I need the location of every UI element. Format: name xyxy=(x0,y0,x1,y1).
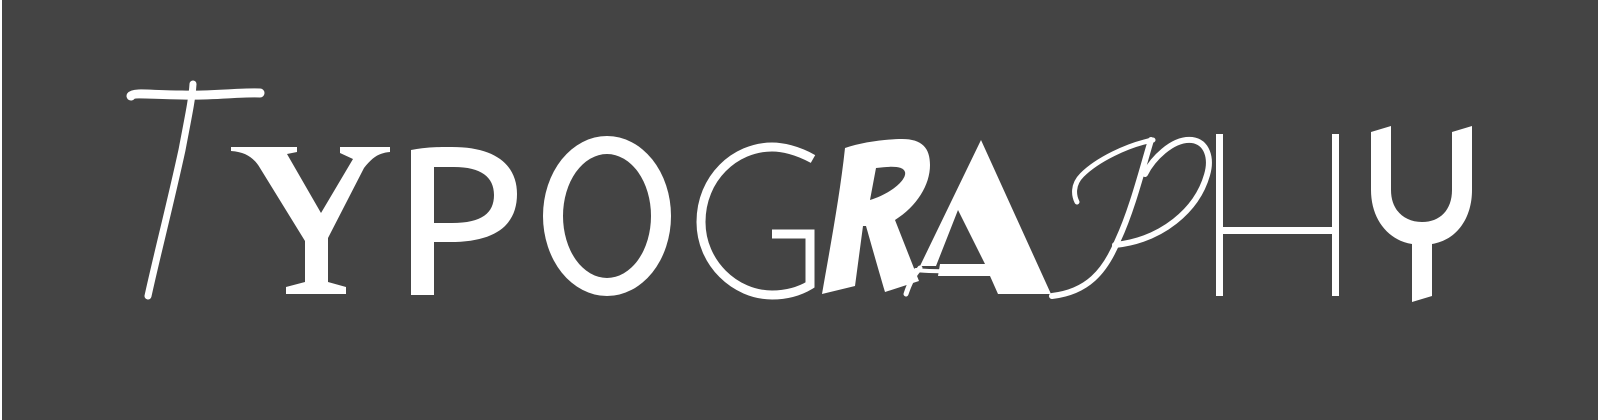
letter-t-script xyxy=(126,80,265,300)
letter-r-heavy xyxy=(822,139,930,294)
letter-a-stencil xyxy=(903,140,1051,297)
letter-y-rounded xyxy=(1371,126,1472,302)
letter-y-serif xyxy=(231,147,390,294)
letter-p-sans xyxy=(411,147,517,295)
letter-o-bold xyxy=(543,136,671,296)
letter-p-script xyxy=(1049,136,1212,299)
letter-h-hairline xyxy=(1216,134,1339,296)
letter-g-light xyxy=(696,142,816,300)
